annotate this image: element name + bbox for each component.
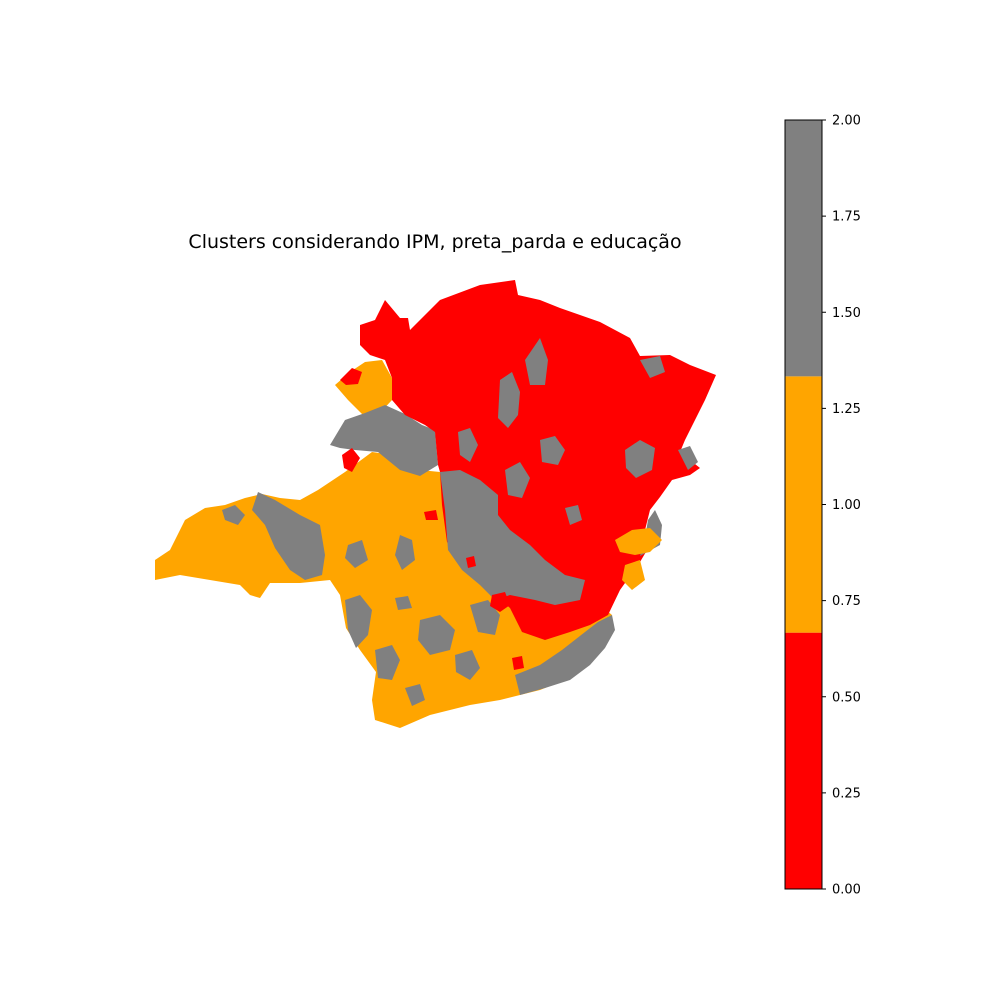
region-cluster-2-south-3	[418, 615, 455, 655]
colorbar-band-1	[785, 376, 822, 633]
region-cluster-2-west-4	[395, 535, 415, 570]
region-cluster-2-west-2	[222, 505, 245, 525]
region-cluster-2-south-2	[375, 645, 400, 680]
colorbar-tick-label: 0.00	[832, 883, 861, 898]
colorbar-legend: 0.00 0.25 0.50 0.75 1.00 1.25 1.50 1.75 2.00	[784, 114, 861, 898]
region-cluster-2-south-4	[455, 650, 480, 680]
region-cluster-2-south-1	[345, 595, 372, 648]
colorbar-tick-label: 1.25	[832, 402, 861, 417]
colorbar-band-0	[785, 632, 822, 889]
colorbar-tick-label: 2.00	[832, 114, 861, 129]
region-cluster-0-spot-4	[466, 556, 476, 568]
region-cluster-2-south-7	[395, 596, 412, 610]
region-cluster-2-southeast	[515, 615, 615, 695]
colorbar-tick-label: 1.50	[832, 306, 861, 321]
region-cluster-2-north-2	[525, 338, 548, 385]
colorbar-tick-label: 0.75	[832, 594, 861, 609]
map-title: Clusters considerando IPM, preta_parda e…	[188, 231, 681, 253]
region-cluster-2-north-6	[625, 440, 655, 478]
region-cluster-0-spot-5	[512, 656, 524, 670]
region-cluster-1-east	[615, 528, 662, 555]
region-cluster-2-central	[440, 470, 585, 605]
region-cluster-2-south-5	[470, 600, 500, 635]
region-cluster-2-north-4	[505, 462, 530, 498]
region-cluster-2-west-1	[252, 492, 325, 580]
region-cluster-2-northwest	[330, 405, 438, 476]
region-cluster-1-east-2	[622, 560, 645, 590]
colorbar-band-2	[785, 120, 822, 377]
state-map	[155, 280, 716, 728]
colorbar-tick-label: 1.75	[832, 210, 861, 225]
colorbar-tick-label: 0.25	[832, 786, 861, 801]
region-cluster-2-north-9	[565, 505, 582, 525]
colorbar-tick-label: 1.00	[832, 498, 861, 513]
region-cluster-2-north-8	[678, 446, 698, 470]
region-cluster-0-spot-3	[424, 510, 438, 520]
region-cluster-2-south-6	[405, 684, 425, 706]
region-cluster-2-west-3	[345, 540, 368, 568]
region-cluster-2-north-1	[498, 372, 520, 428]
region-cluster-0-spot-6	[490, 592, 510, 612]
region-cluster-0-spot-2	[342, 448, 360, 472]
region-cluster-2-north-3	[458, 428, 478, 462]
region-cluster-2-north-7	[640, 356, 665, 378]
colorbar-tick-label: 0.50	[832, 690, 861, 705]
region-cluster-0-spot-1	[340, 368, 362, 385]
region-cluster-2-north-5	[540, 436, 565, 465]
